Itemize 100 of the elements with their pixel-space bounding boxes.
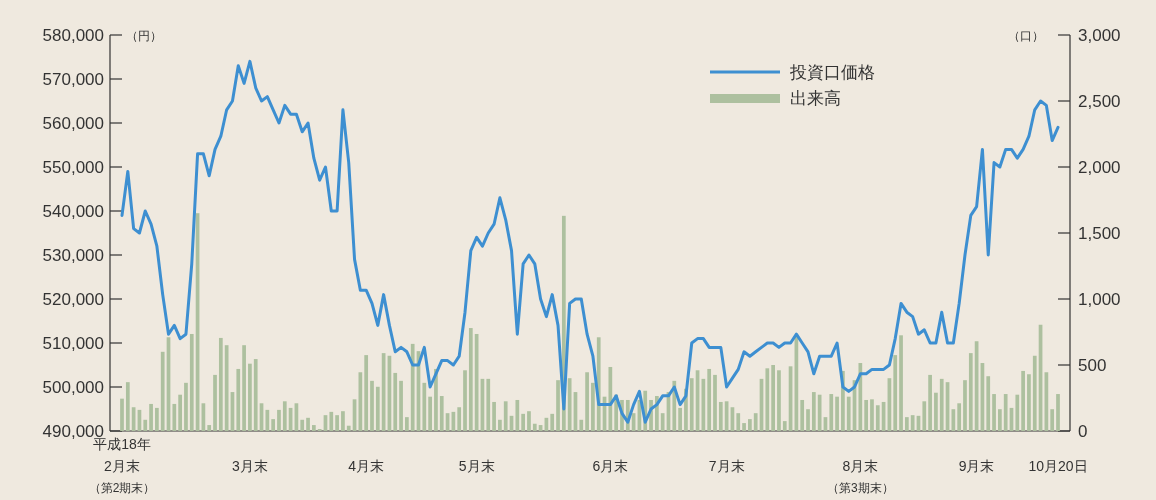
bar (858, 363, 863, 431)
bar (992, 394, 996, 431)
x-tick-label: 4月末 (348, 458, 385, 474)
bar (393, 372, 398, 431)
bar (422, 382, 427, 431)
x-tick-label: 3月末 (232, 458, 268, 474)
bar (184, 382, 188, 431)
bar (806, 409, 810, 431)
bar (689, 378, 694, 431)
bar (829, 394, 834, 431)
legend-label: 出来高 (790, 89, 841, 108)
bar (567, 378, 572, 431)
bar (457, 407, 462, 431)
bar (236, 368, 241, 431)
bar (515, 399, 520, 431)
x-tick-label: 10月20日 (1028, 458, 1088, 474)
y-tick-label: 510,000 (42, 334, 104, 353)
bar (1015, 394, 1020, 431)
bar (1056, 394, 1060, 431)
bar (846, 396, 851, 431)
y-tick-label: 550,000 (42, 158, 104, 177)
bar (521, 413, 525, 431)
x-tick-label: 2月末（第2期末） (88, 458, 156, 495)
bar (306, 417, 310, 431)
bar (224, 345, 229, 431)
bar (498, 419, 502, 431)
bar (875, 405, 880, 431)
bar (817, 394, 822, 431)
bar (591, 382, 595, 431)
bar (265, 409, 270, 431)
bar (550, 413, 555, 431)
y-tick-label: 530,000 (42, 246, 104, 265)
bar (1021, 370, 1025, 431)
x-tick-label: 6月末 (592, 458, 629, 474)
x-tick-label: 5月末 (458, 458, 495, 474)
bar (410, 343, 415, 431)
bar (718, 401, 723, 431)
bar (765, 368, 770, 431)
bar (125, 382, 130, 431)
bar (899, 335, 903, 431)
bar (800, 399, 805, 431)
bar (468, 328, 473, 431)
x-tick-label: 9月末 (958, 458, 995, 474)
bar (364, 355, 369, 431)
y2-tick-label: 2,500 (1078, 92, 1121, 111)
bar (1003, 394, 1008, 431)
bar (910, 415, 915, 431)
bar (870, 399, 874, 431)
bar (341, 411, 345, 431)
bar (439, 396, 444, 431)
bar (242, 345, 246, 431)
bar (1027, 374, 1031, 431)
bar (963, 380, 967, 431)
bar (370, 380, 374, 431)
bar (277, 409, 281, 431)
bar (939, 378, 944, 431)
bar (149, 403, 153, 431)
bar (748, 419, 752, 431)
bar (864, 399, 869, 431)
x-tick-label: 7月末 (708, 458, 745, 474)
bar (172, 403, 177, 431)
bar (968, 353, 973, 431)
y2-tick-label: 2,000 (1078, 158, 1121, 177)
bar (120, 398, 124, 431)
bar (335, 415, 339, 431)
bar (358, 372, 363, 431)
bar (934, 392, 938, 431)
bar (282, 401, 287, 431)
bar (248, 363, 252, 431)
bar (771, 365, 775, 431)
bar (532, 423, 537, 431)
bar (428, 396, 432, 431)
bar (986, 376, 991, 431)
bar (213, 374, 217, 431)
bar (1032, 355, 1037, 431)
bar (753, 413, 758, 431)
bar (492, 401, 496, 431)
bar (998, 409, 1002, 431)
bar (556, 380, 560, 431)
y2-tick-label: 500 (1078, 356, 1107, 375)
bar (329, 411, 334, 431)
bar (311, 425, 316, 431)
bar (160, 351, 165, 431)
bar (503, 401, 508, 431)
y2-tick-label: 3,000 (1078, 26, 1121, 45)
bar (660, 413, 665, 431)
bar (155, 407, 159, 431)
bar (904, 417, 909, 431)
y-tick-label: 570,000 (42, 70, 104, 89)
bar (585, 372, 589, 431)
y2-tick-label: 0 (1078, 422, 1088, 441)
bar (713, 374, 717, 431)
bar (346, 425, 351, 431)
bar (189, 333, 194, 431)
bar (399, 380, 403, 431)
y-tick-label: 520,000 (42, 290, 104, 309)
bar (271, 419, 276, 431)
bar (951, 409, 956, 431)
bar (957, 403, 962, 431)
bar (1050, 409, 1055, 431)
